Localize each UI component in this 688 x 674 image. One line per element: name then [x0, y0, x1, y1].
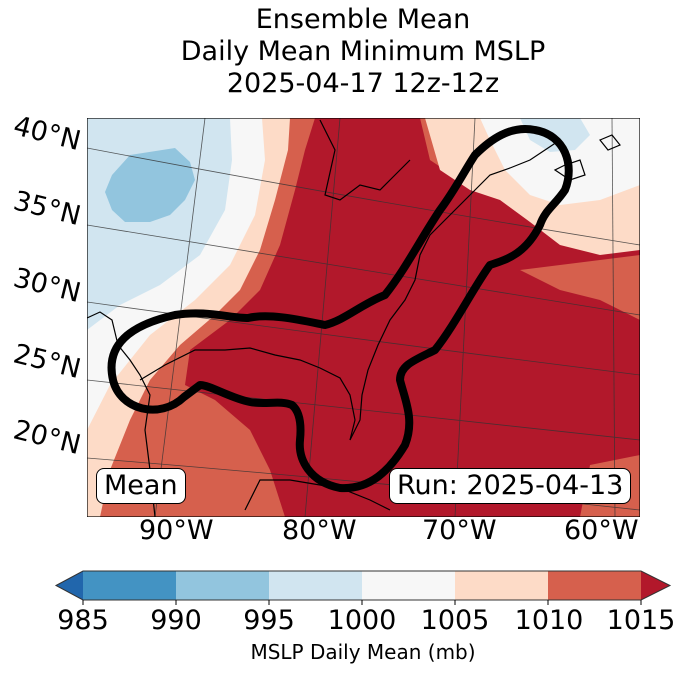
colorbar-tick-1010: 1010 — [514, 605, 584, 636]
colorbar-tick-1005: 1005 — [420, 605, 490, 636]
title-line-1: Ensemble Mean — [255, 4, 471, 35]
colorbar-bin-990-995 — [176, 571, 270, 600]
colorbar-bin-1005-1010 — [455, 571, 549, 600]
colorbar-tick-990: 990 — [150, 605, 202, 636]
title-line-2: Daily Mean Minimum MSLP — [180, 36, 546, 67]
colorbar — [54, 570, 672, 605]
map-area — [87, 118, 640, 517]
lon-label-80w: 80°W — [282, 515, 357, 546]
lon-label-90w: 90°W — [139, 515, 214, 546]
colorbar-bin-1000-1005 — [362, 571, 456, 600]
colorbar-bin-995-1000 — [269, 571, 363, 600]
ensemble-contour — [107, 125, 573, 493]
title-line-3: 2025-04-17 12z-12z — [226, 68, 500, 99]
mean-badge: Mean — [96, 468, 186, 504]
colorbar-under-arrow — [56, 571, 83, 600]
lon-label-70w: 70°W — [422, 515, 497, 546]
coastlines — [87, 119, 621, 517]
run-date-badge: Run: 2025-04-13 — [389, 468, 632, 504]
colorbar-tick-1000: 1000 — [327, 605, 397, 636]
field-990-995 — [105, 148, 195, 222]
colorbar-bin-1010-1015 — [548, 571, 642, 600]
chart-title: Ensemble Mean Daily Mean Minimum MSLP 20… — [0, 4, 688, 100]
colorbar-label: MSLP Daily Mean (mb) — [250, 640, 476, 664]
colorbar-tick-985: 985 — [57, 605, 109, 636]
colorbar-tick-995: 995 — [243, 605, 295, 636]
lon-label-60w: 60°W — [564, 515, 639, 546]
colorbar-over-arrow — [641, 571, 670, 600]
colorbar-bin-985-990 — [83, 571, 177, 600]
colorbar-tick-1015: 1015 — [606, 605, 676, 636]
field-se-1010-1015 — [520, 255, 640, 320]
